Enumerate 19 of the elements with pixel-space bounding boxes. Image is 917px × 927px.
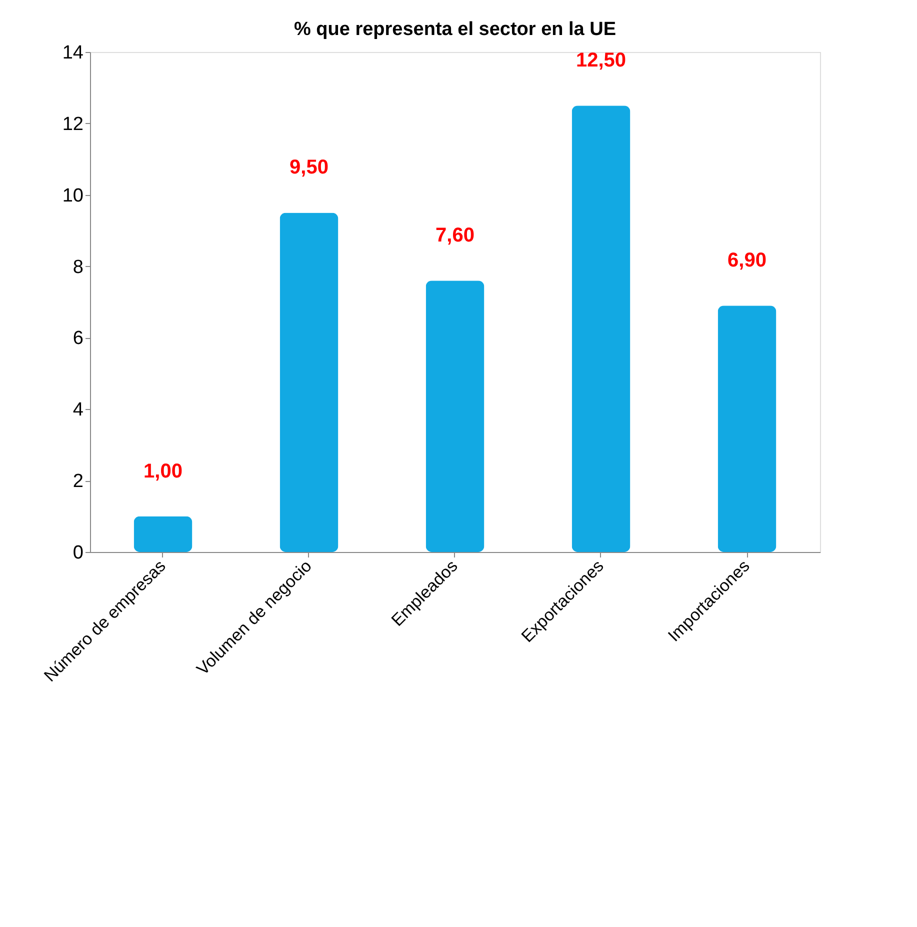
y-tick-label: 14 bbox=[62, 42, 84, 64]
bar bbox=[134, 516, 192, 552]
y-tick-label: 10 bbox=[62, 185, 84, 206]
chart-title: % que representa el sector en la UE bbox=[294, 19, 616, 40]
data-label: 1,00 bbox=[144, 460, 182, 482]
y-tick-label: 6 bbox=[72, 328, 84, 350]
bar bbox=[426, 280, 484, 552]
y-tick-label: 12 bbox=[62, 114, 84, 135]
y-tick-label: 4 bbox=[72, 400, 84, 421]
data-label: 7,60 bbox=[436, 224, 474, 247]
y-tick-label: 2 bbox=[72, 471, 84, 492]
data-label: 9,50 bbox=[290, 156, 328, 179]
bar bbox=[718, 306, 776, 552]
data-label: 6,90 bbox=[728, 250, 766, 272]
y-tick-label: 0 bbox=[72, 542, 84, 564]
bar bbox=[280, 212, 338, 552]
bar bbox=[572, 106, 630, 552]
data-label: 12,50 bbox=[576, 50, 626, 72]
y-tick-label: 8 bbox=[72, 256, 84, 278]
